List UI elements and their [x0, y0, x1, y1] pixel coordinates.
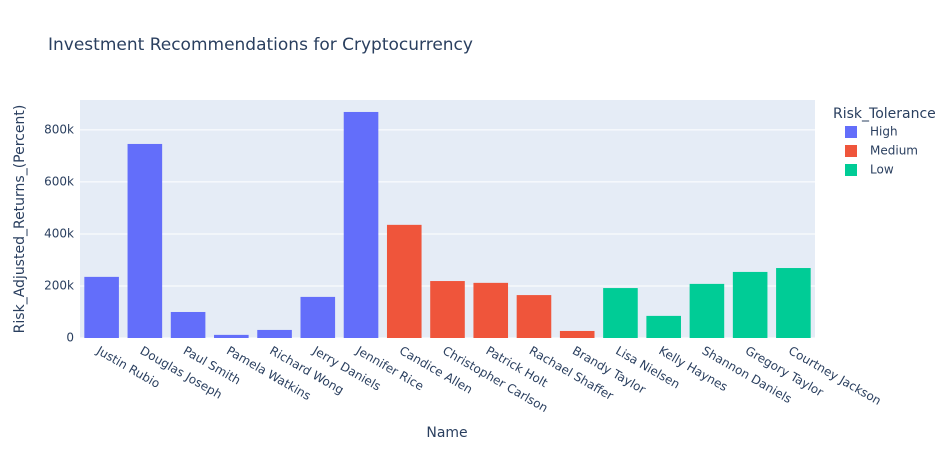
legend-label[interactable]: Low	[870, 163, 894, 177]
bar	[343, 111, 379, 338]
bar	[732, 271, 768, 338]
bar	[603, 288, 638, 338]
y-tick-label: 600k	[44, 174, 74, 188]
y-tick-label: 200k	[44, 278, 74, 292]
x-axis-title: Name	[426, 425, 467, 441]
bar	[84, 276, 119, 338]
y-tick-label: 400k	[44, 226, 74, 240]
legend-swatch[interactable]	[845, 126, 857, 138]
bar	[300, 296, 336, 338]
bar	[127, 143, 163, 338]
y-axis-title: Risk_Adjusted_Returns_(Percent)	[12, 105, 28, 334]
y-tick-label: 800k	[44, 122, 74, 136]
legend-label[interactable]: Medium	[870, 144, 918, 158]
chart-title: Investment Recommendations for Cryptocur…	[48, 35, 473, 55]
bar	[473, 282, 509, 338]
bar	[214, 334, 249, 338]
legend-title: Risk_Tolerance	[833, 106, 936, 122]
legend-label[interactable]: High	[870, 125, 898, 139]
bar	[386, 224, 422, 338]
bar	[170, 311, 206, 338]
legend-swatch[interactable]	[845, 145, 857, 157]
bar	[776, 268, 811, 338]
bar	[646, 315, 681, 338]
bar	[516, 295, 552, 338]
bar	[257, 329, 292, 338]
bar	[430, 281, 465, 338]
bar	[559, 330, 595, 338]
y-tick-label: 0	[66, 331, 74, 345]
legend-swatch[interactable]	[845, 164, 857, 176]
bar	[689, 283, 725, 338]
